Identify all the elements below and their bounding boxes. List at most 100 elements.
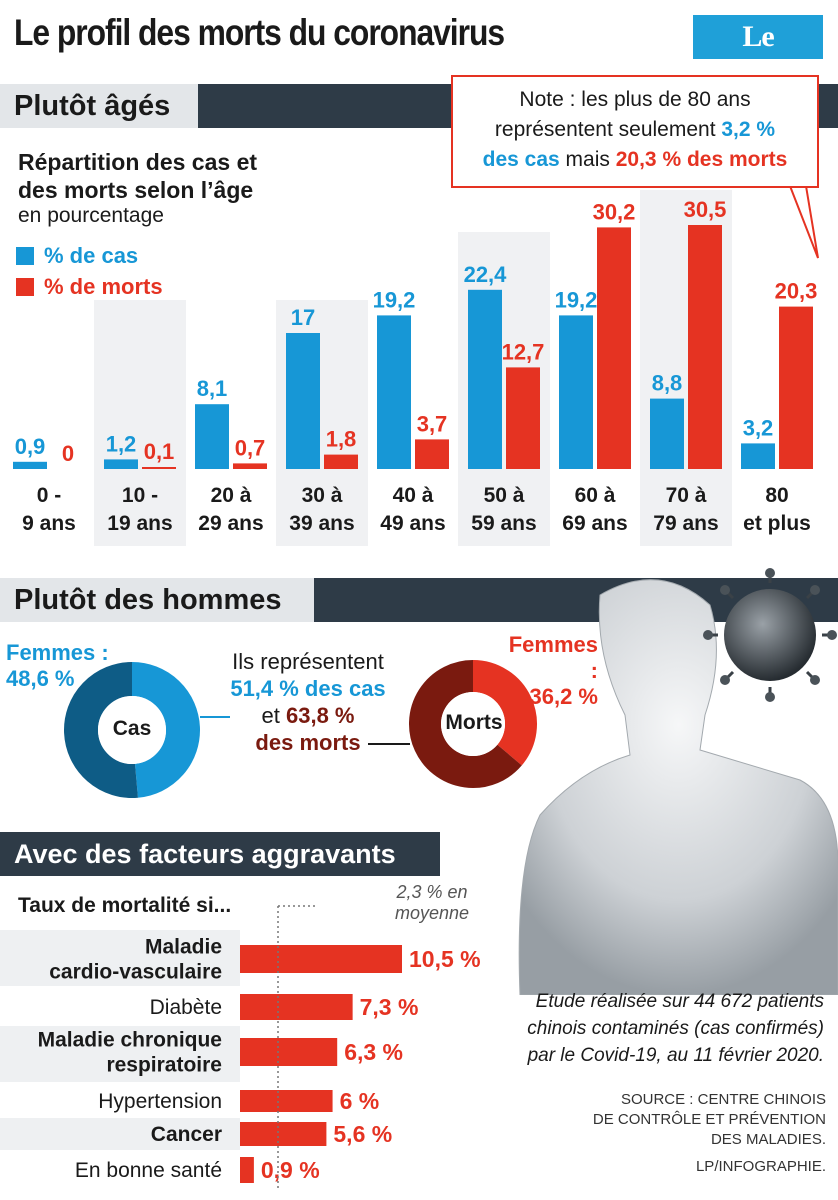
bar-cases-label: 8,8 <box>652 371 683 396</box>
credit-text: LP/INFOGRAPHIE. <box>695 1158 826 1175</box>
column-bg <box>94 300 186 546</box>
center-line1: Ils représentent <box>232 649 384 674</box>
study-footnote: Etude réalisée sur 44 672 patients chino… <box>484 988 824 1069</box>
man-silhouette <box>518 579 838 995</box>
bar-deaths <box>142 467 176 469</box>
bar-deaths-label: 30,5 <box>684 197 727 222</box>
bar-cases <box>377 315 411 469</box>
factor-category-label: Maladie chronique <box>38 1029 222 1052</box>
bar-cases-label: 19,2 <box>373 287 416 312</box>
row-bg <box>0 1026 240 1082</box>
footnote-line2: chinois contaminés (cas confirmés) <box>527 1018 824 1039</box>
bar-deaths-label: 30,2 <box>593 199 636 224</box>
women-cases-text: Femmes : 48,6 % <box>6 640 109 692</box>
women-cases-value: 48,6 % <box>6 666 75 691</box>
category-label: et plus <box>743 512 811 535</box>
legend-deaths: % de morts <box>16 274 163 300</box>
factor-bar <box>240 1122 327 1146</box>
footnote-line3: par le Covid-19, au 11 février 2020. <box>527 1045 824 1066</box>
center-and: et <box>261 703 286 728</box>
factor-bar <box>240 1157 254 1183</box>
bar-deaths-label: 0 <box>62 441 74 466</box>
women-deaths-value: 36,2 % <box>529 684 599 709</box>
average-label-line1: 2,3 % en <box>396 882 468 902</box>
age-chart-heading-line1: Répartition des cas et <box>18 149 258 175</box>
coronavirus-icon <box>703 568 837 702</box>
donut-cases-label: Cas <box>112 717 152 740</box>
center-deaths-label: des morts <box>255 730 361 755</box>
source-line2: DE CONTRÔLE ET PRÉVENTION <box>592 1111 826 1128</box>
center-cases: 51,4 % des cas <box>230 676 386 701</box>
bar-cases <box>195 404 229 469</box>
donut-deaths-label: Morts <box>445 711 503 734</box>
bar-deaths <box>779 306 813 469</box>
bar-cases-label: 22,4 <box>464 262 508 287</box>
factor-category-label: respiratoire <box>106 1054 222 1077</box>
factors-chart-title-text: Taux de mortalité si... <box>18 894 232 917</box>
factors-chart-title: Taux de mortalité si... <box>18 894 231 918</box>
factor-value-label: 6 % <box>340 1088 380 1114</box>
category-label: 39 ans <box>289 512 354 535</box>
sex-center-text: Ils représentent 51,4 % des cas et 63,8 … <box>218 648 398 756</box>
row-bg <box>0 1118 240 1150</box>
factor-value-label: 7,3 % <box>360 994 419 1020</box>
source-line1: SOURCE : CENTRE CHINOIS <box>620 1091 826 1108</box>
factor-bar <box>240 1090 333 1112</box>
bar-deaths-label: 0,7 <box>235 435 266 460</box>
women-deaths-label: Femmes : <box>508 632 598 683</box>
source-line3: DES MALADIES. <box>710 1131 826 1148</box>
legend-deaths-swatch <box>16 278 34 296</box>
note-deaths-value: 20,3 % des morts <box>615 148 788 171</box>
section-title-factors: Avec des facteurs aggravants <box>0 832 440 876</box>
women-deaths-text: Femmes : 36,2 % <box>498 632 598 710</box>
category-label: 60 à <box>575 484 616 507</box>
donut-cases-women-slice <box>131 662 200 798</box>
category-label: 19 ans <box>107 512 172 535</box>
bar-cases-label: 8,1 <box>197 376 228 401</box>
legend-deaths-label: % de morts <box>44 274 163 299</box>
bar-deaths <box>597 227 631 469</box>
legend-cases: % de cas <box>16 243 138 269</box>
category-label: 50 à <box>484 484 525 507</box>
bar-cases <box>468 289 502 469</box>
bar-cases <box>286 333 320 469</box>
category-label: 49 ans <box>380 512 445 535</box>
note-text-2: mais <box>559 148 616 171</box>
category-label: 69 ans <box>562 512 627 535</box>
category-label: 30 à <box>302 484 343 507</box>
factor-category-label: Diabète <box>150 996 222 1019</box>
bar-deaths <box>688 225 722 469</box>
factor-bar <box>240 945 402 973</box>
bar-cases <box>559 315 593 469</box>
section-title-age: Plutôt âgés <box>0 84 198 128</box>
bar-cases-label: 1,2 <box>106 431 137 456</box>
category-label: 29 ans <box>198 512 263 535</box>
factor-category-label: En bonne santé <box>75 1159 222 1182</box>
category-label: 20 à <box>211 484 252 507</box>
category-label: 70 à <box>666 484 707 507</box>
factor-category-label: Cancer <box>151 1123 222 1146</box>
legend-cases-swatch <box>16 247 34 265</box>
category-label: 10 - <box>122 484 158 507</box>
bar-deaths-label: 20,3 <box>775 279 818 304</box>
category-label: 79 ans <box>653 512 718 535</box>
category-label: 59 ans <box>471 512 536 535</box>
donut-deaths-men-slice <box>409 660 522 788</box>
factor-bar <box>240 1038 338 1066</box>
category-label: 40 à <box>393 484 434 507</box>
category-label: 0 - <box>37 484 62 507</box>
section-title-sex: Plutôt des hommes <box>0 578 314 622</box>
age-chart-unit: en pourcentage <box>18 204 164 227</box>
bar-deaths-label: 1,8 <box>326 427 357 452</box>
bar-deaths-label: 0,1 <box>144 439 175 464</box>
women-cases-label: Femmes : <box>6 640 109 665</box>
factor-category-label: Hypertension <box>98 1090 222 1113</box>
note-cases-value: 3,2 % <box>721 118 776 141</box>
bar-deaths <box>324 454 358 469</box>
factor-value-label: 0,9 % <box>261 1157 320 1183</box>
donut-deaths-hole <box>441 692 505 756</box>
bar-cases-label: 0,9 <box>15 434 46 459</box>
factor-bar <box>240 994 353 1020</box>
source-text: SOURCE : CENTRE CHINOIS DE CONTRÔLE ET P… <box>540 1090 826 1150</box>
age-chart-heading-line2: des morts selon l’âge <box>18 177 254 203</box>
